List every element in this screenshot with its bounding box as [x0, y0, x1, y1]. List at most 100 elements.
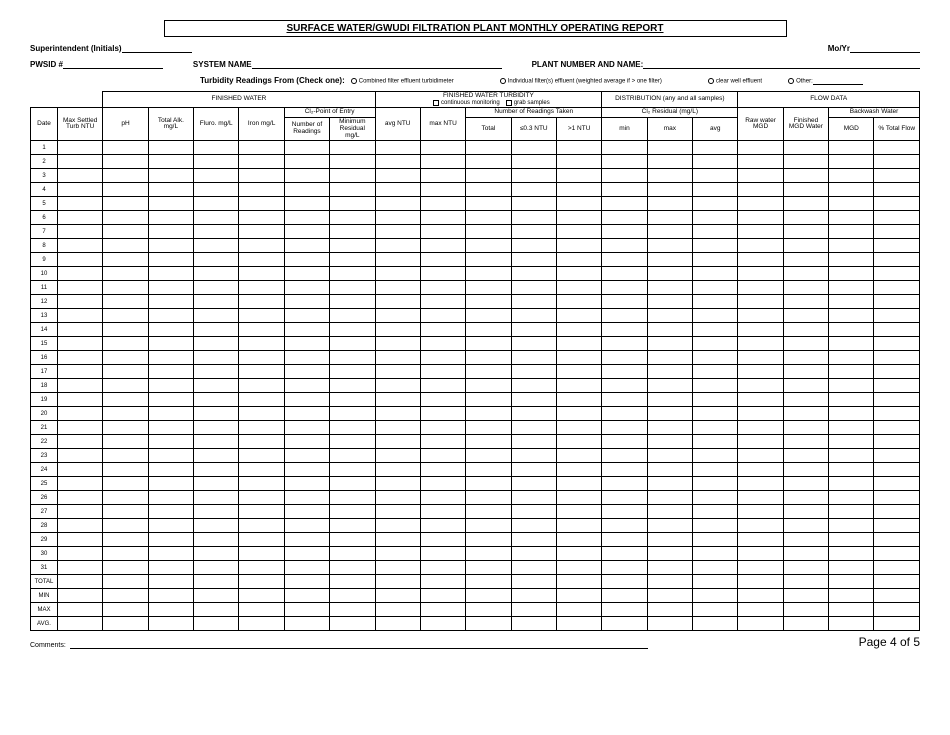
data-cell[interactable]	[284, 239, 329, 253]
data-cell[interactable]	[693, 267, 738, 281]
data-cell[interactable]	[511, 435, 556, 449]
data-cell[interactable]	[375, 365, 420, 379]
data-cell[interactable]	[330, 491, 375, 505]
data-cell[interactable]	[148, 393, 193, 407]
data-cell[interactable]	[829, 169, 874, 183]
data-cell[interactable]	[330, 477, 375, 491]
data-cell[interactable]	[148, 183, 193, 197]
data-cell[interactable]	[148, 323, 193, 337]
data-cell[interactable]	[647, 407, 692, 421]
data-cell[interactable]	[330, 337, 375, 351]
data-cell[interactable]	[194, 449, 239, 463]
data-cell[interactable]	[330, 519, 375, 533]
data-cell[interactable]	[284, 253, 329, 267]
data-cell[interactable]	[466, 197, 511, 211]
data-cell[interactable]	[647, 169, 692, 183]
data-cell[interactable]	[420, 141, 465, 155]
data-cell[interactable]	[829, 435, 874, 449]
data-cell[interactable]	[556, 393, 601, 407]
data-cell[interactable]	[829, 141, 874, 155]
data-cell[interactable]	[647, 477, 692, 491]
data-cell[interactable]	[420, 421, 465, 435]
data-cell[interactable]	[783, 393, 828, 407]
data-cell[interactable]	[874, 379, 920, 393]
data-cell[interactable]	[829, 183, 874, 197]
data-cell[interactable]	[57, 211, 102, 225]
data-cell[interactable]	[330, 533, 375, 547]
data-cell[interactable]	[420, 491, 465, 505]
data-cell[interactable]	[602, 323, 647, 337]
data-cell[interactable]	[511, 547, 556, 561]
data-cell[interactable]	[148, 225, 193, 239]
data-cell[interactable]	[602, 295, 647, 309]
data-cell[interactable]	[103, 211, 148, 225]
data-cell[interactable]	[194, 603, 239, 617]
data-cell[interactable]	[874, 337, 920, 351]
data-cell[interactable]	[647, 253, 692, 267]
data-cell[interactable]	[239, 505, 284, 519]
data-cell[interactable]	[466, 491, 511, 505]
data-cell[interactable]	[647, 463, 692, 477]
data-cell[interactable]	[466, 365, 511, 379]
data-cell[interactable]	[239, 547, 284, 561]
data-cell[interactable]	[330, 435, 375, 449]
opt-other-field[interactable]	[813, 75, 863, 85]
data-cell[interactable]	[194, 197, 239, 211]
data-cell[interactable]	[466, 421, 511, 435]
data-cell[interactable]	[284, 183, 329, 197]
data-cell[interactable]	[148, 239, 193, 253]
data-cell[interactable]	[693, 379, 738, 393]
data-cell[interactable]	[375, 421, 420, 435]
data-cell[interactable]	[647, 197, 692, 211]
data-cell[interactable]	[57, 197, 102, 211]
data-cell[interactable]	[511, 463, 556, 477]
data-cell[interactable]	[647, 575, 692, 589]
data-cell[interactable]	[103, 295, 148, 309]
data-cell[interactable]	[284, 561, 329, 575]
data-cell[interactable]	[148, 155, 193, 169]
data-cell[interactable]	[330, 407, 375, 421]
data-cell[interactable]	[57, 505, 102, 519]
data-cell[interactable]	[738, 337, 783, 351]
data-cell[interactable]	[829, 337, 874, 351]
data-cell[interactable]	[602, 351, 647, 365]
data-cell[interactable]	[103, 183, 148, 197]
data-cell[interactable]	[57, 603, 102, 617]
data-cell[interactable]	[57, 533, 102, 547]
data-cell[interactable]	[239, 379, 284, 393]
data-cell[interactable]	[330, 505, 375, 519]
data-cell[interactable]	[330, 449, 375, 463]
data-cell[interactable]	[511, 491, 556, 505]
data-cell[interactable]	[57, 337, 102, 351]
data-cell[interactable]	[783, 407, 828, 421]
data-cell[interactable]	[738, 617, 783, 631]
data-cell[interactable]	[420, 589, 465, 603]
data-cell[interactable]	[466, 505, 511, 519]
data-cell[interactable]	[738, 197, 783, 211]
data-cell[interactable]	[284, 281, 329, 295]
data-cell[interactable]	[103, 365, 148, 379]
data-cell[interactable]	[647, 505, 692, 519]
data-cell[interactable]	[330, 463, 375, 477]
data-cell[interactable]	[602, 463, 647, 477]
data-cell[interactable]	[511, 379, 556, 393]
data-cell[interactable]	[420, 323, 465, 337]
data-cell[interactable]	[330, 561, 375, 575]
data-cell[interactable]	[511, 533, 556, 547]
data-cell[interactable]	[284, 477, 329, 491]
data-cell[interactable]	[783, 491, 828, 505]
data-cell[interactable]	[466, 533, 511, 547]
data-cell[interactable]	[375, 379, 420, 393]
data-cell[interactable]	[375, 477, 420, 491]
data-cell[interactable]	[466, 589, 511, 603]
data-cell[interactable]	[330, 309, 375, 323]
data-cell[interactable]	[330, 267, 375, 281]
data-cell[interactable]	[57, 547, 102, 561]
data-cell[interactable]	[194, 155, 239, 169]
data-cell[interactable]	[556, 253, 601, 267]
data-cell[interactable]	[103, 141, 148, 155]
data-cell[interactable]	[602, 547, 647, 561]
data-cell[interactable]	[284, 351, 329, 365]
data-cell[interactable]	[511, 477, 556, 491]
data-cell[interactable]	[375, 407, 420, 421]
